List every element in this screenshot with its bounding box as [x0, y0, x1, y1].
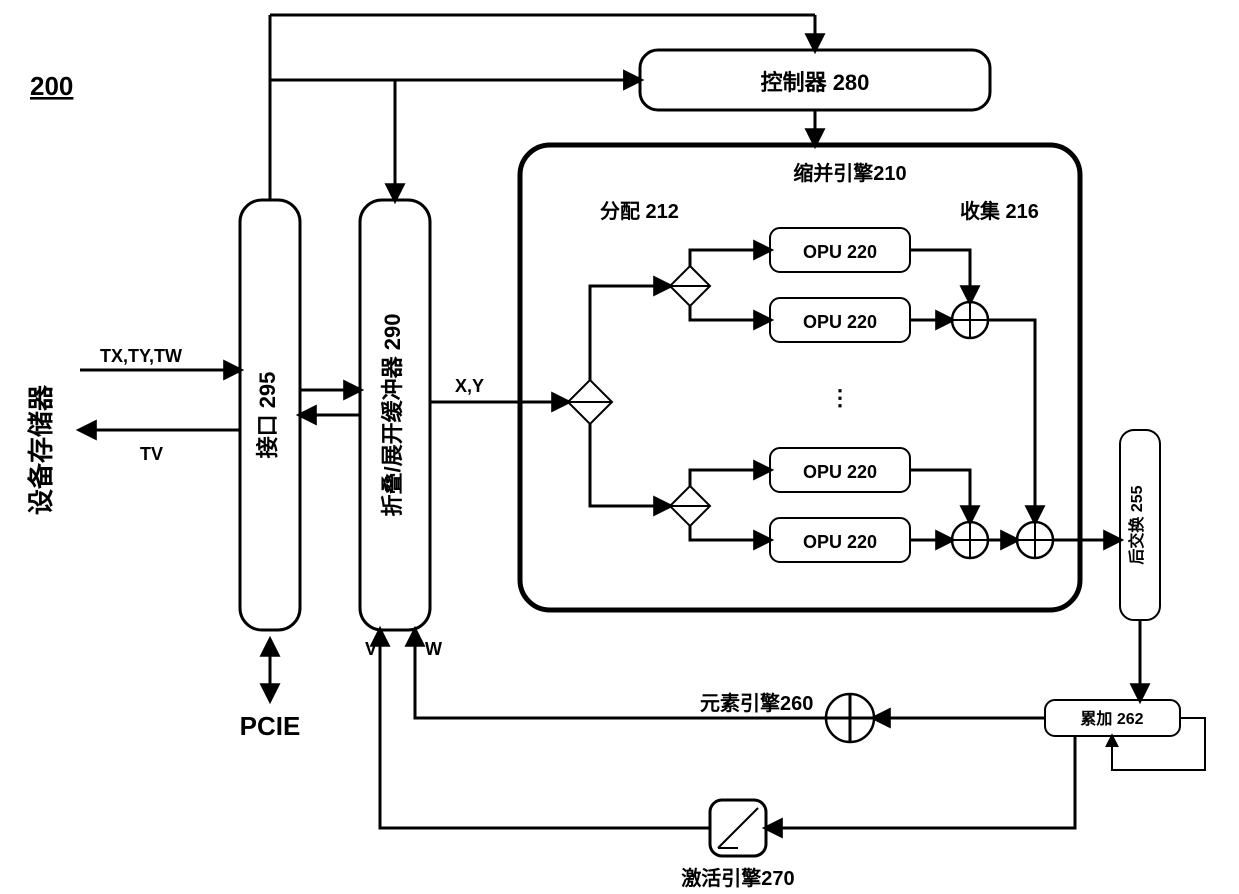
collect-label: 收集 216 — [960, 199, 1039, 223]
opu3-add — [910, 470, 970, 522]
figure-id: 200 — [30, 71, 73, 101]
d-low-opu3 — [690, 470, 770, 486]
signal-xy: X,Y — [455, 376, 484, 396]
interface-label: 接口 295 — [255, 372, 280, 459]
signal-w: W — [425, 639, 442, 659]
diagram-canvas: 200 设备存储器 接口 295 折叠/展开缓冲器 290 控制器 280 缩并… — [0, 0, 1239, 894]
dist-up — [590, 286, 670, 380]
activation-engine-label: 激活引擎270 — [681, 866, 794, 890]
add-top-right — [988, 320, 1035, 522]
adder-bottom-right — [1017, 522, 1053, 558]
opu-label-4: OPU 220 — [803, 532, 877, 552]
distribute-label: 分配 212 — [600, 200, 679, 223]
opu1-add — [910, 250, 970, 302]
d-up-opu2 — [690, 306, 770, 320]
activation-engine-box — [710, 800, 766, 856]
diamond-upper — [670, 266, 710, 306]
arrow-if-ctrl — [270, 80, 640, 200]
acc-to-act — [766, 736, 1075, 828]
diamond-main — [568, 380, 612, 424]
post-swap-label: 后交换 255 — [1127, 485, 1146, 564]
ellipsis-dots: ⋮ — [829, 385, 851, 410]
opu-label-1: OPU 220 — [803, 242, 877, 262]
dist-down — [590, 424, 670, 506]
d-up-opu1 — [690, 250, 770, 266]
act-to-fold — [380, 630, 710, 828]
signal-v: V — [365, 639, 377, 659]
adder-bottom-left — [952, 522, 988, 558]
contraction-engine-title: 缩并引擎210 — [793, 161, 906, 185]
accumulate-label: 累加 262 — [1080, 710, 1143, 728]
controller-label: 控制器 280 — [761, 70, 870, 95]
fold-buffer-label: 折叠/展开缓冲器 290 — [380, 314, 405, 517]
element-engine-label: 元素引擎260 — [700, 691, 813, 715]
diamond-lower — [670, 486, 710, 526]
signal-tv: TV — [140, 444, 163, 464]
device-memory-label: 设备存储器 — [26, 384, 56, 515]
element-engine-adder — [826, 694, 874, 742]
adder-top — [952, 302, 988, 338]
signal-tx: TX,TY,TW — [100, 346, 182, 366]
pcie-label: PCIE — [240, 711, 301, 741]
opu-label-3: OPU 220 — [803, 462, 877, 482]
opu-label-2: OPU 220 — [803, 312, 877, 332]
d-low-opu4 — [690, 526, 770, 540]
